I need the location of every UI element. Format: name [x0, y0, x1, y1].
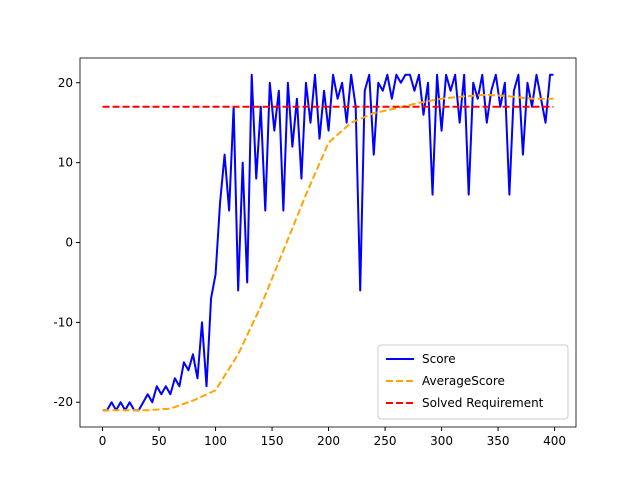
legend-label: Solved Requirement [422, 396, 544, 410]
x-tick-label: 50 [151, 434, 166, 448]
y-tick-label: -10 [53, 315, 73, 329]
y-tick-label: 10 [58, 156, 73, 170]
y-tick-label: -20 [53, 395, 73, 409]
series-line [102, 93, 554, 412]
legend-label: Score [422, 352, 456, 366]
legend-label: AverageScore [422, 374, 505, 388]
axes-frame [79, 57, 577, 428]
x-tick-label: 350 [487, 434, 510, 448]
x-tick-label: 0 [99, 434, 107, 448]
x-tick-label: 100 [204, 434, 227, 448]
x-tick-label: 250 [374, 434, 397, 448]
legend-box [377, 344, 569, 420]
series-line [102, 73, 554, 412]
x-tick-label: 400 [543, 434, 566, 448]
y-tick-label: 0 [65, 236, 73, 250]
y-tick-label: 20 [58, 76, 73, 90]
x-tick-label: 150 [261, 434, 284, 448]
x-tick-label: 200 [317, 434, 340, 448]
x-tick-label: 300 [430, 434, 453, 448]
